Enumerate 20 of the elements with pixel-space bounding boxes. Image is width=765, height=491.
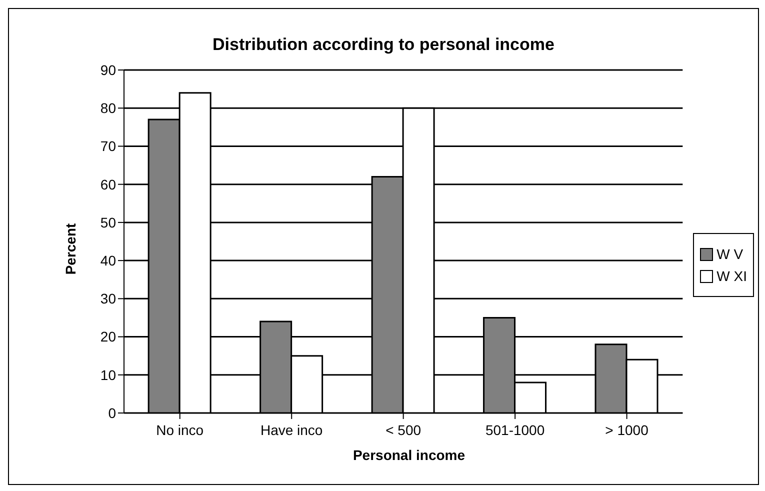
y-tick-label: 50: [100, 214, 116, 230]
chart-title: Distribution according to personal income: [212, 35, 554, 54]
y-tick-label: 60: [100, 176, 116, 192]
x-axis-title: Personal income: [352, 447, 466, 463]
y-tick-label: 0: [108, 404, 116, 421]
y-tick-label: 20: [100, 328, 116, 345]
y-tick-label: 40: [100, 252, 116, 269]
x-tick-label: Have inco: [260, 422, 323, 438]
y-tick-label: 30: [100, 290, 116, 307]
y-axis-title: Percent: [63, 223, 80, 275]
y-tick-label: 90: [100, 62, 116, 78]
y-tick-label: 70: [100, 138, 116, 154]
legend-label: W V: [716, 246, 744, 262]
y-tick-label: 80: [100, 100, 116, 116]
legend-label: W XI: [716, 268, 747, 284]
x-tick-label: No inco: [156, 422, 204, 438]
x-tick-label: > 1000: [605, 422, 649, 438]
x-tick-label: < 500: [386, 422, 422, 438]
y-tick-label: 10: [100, 366, 116, 383]
x-tick-label: 501-1000: [485, 422, 545, 438]
